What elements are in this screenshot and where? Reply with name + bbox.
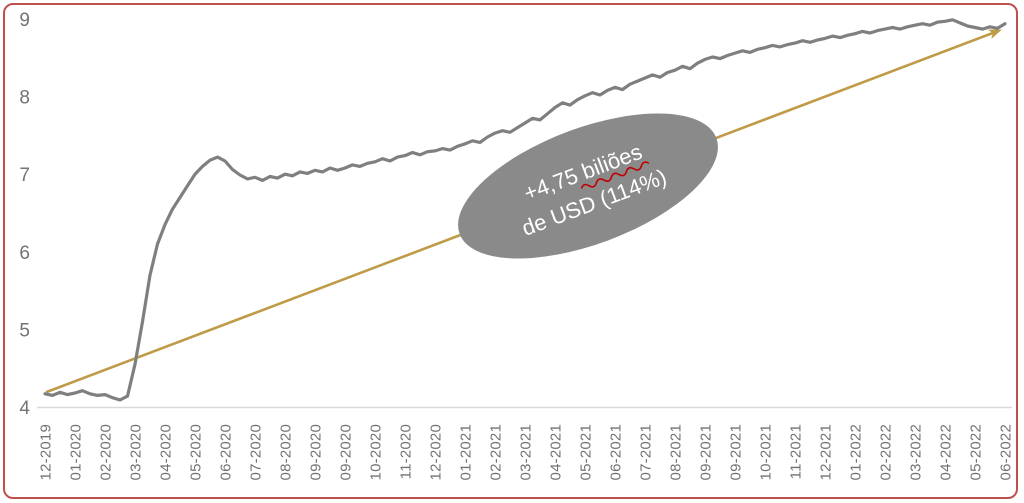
x-tick-label: 06-2020 bbox=[218, 424, 235, 480]
x-tick-label: 07-2020 bbox=[248, 424, 265, 480]
y-tick-label: 6 bbox=[19, 243, 30, 264]
x-tick-label: 11-2020 bbox=[398, 424, 415, 479]
x-tick-label: 05-2020 bbox=[188, 424, 205, 480]
x-tick-label: 07-2021 bbox=[638, 424, 655, 480]
x-tick-label: 04-2022 bbox=[938, 424, 955, 480]
y-tick-label: 8 bbox=[19, 88, 30, 109]
x-tick-label: 09-2020 bbox=[338, 424, 355, 480]
y-axis-labels: 9 8 7 6 5 4 bbox=[19, 10, 30, 419]
x-tick-label: 06-2022 bbox=[998, 424, 1015, 480]
data-line bbox=[43, 18, 1007, 402]
x-tick-label: 10-2020 bbox=[368, 424, 385, 480]
x-tick-label: 05-2021 bbox=[578, 424, 595, 480]
x-tick-label: 01-2021 bbox=[458, 424, 475, 480]
x-tick-label: 08-2020 bbox=[278, 424, 295, 480]
x-tick-label: 09-2021 bbox=[728, 424, 745, 480]
x-tick-label: 12-2019 bbox=[38, 424, 55, 480]
x-tick-label: 05-2022 bbox=[968, 424, 985, 480]
y-tick-label: 9 bbox=[19, 10, 30, 31]
x-tick-label: 02-2020 bbox=[98, 424, 115, 480]
x-tick-label: 09-2021 bbox=[698, 424, 715, 480]
x-tick-label: 01-2022 bbox=[848, 424, 865, 480]
spellcheck-wavy-underline bbox=[580, 161, 650, 189]
x-tick-label: 02-2021 bbox=[488, 424, 505, 480]
y-tick-label: 4 bbox=[19, 398, 30, 419]
x-tick-label: 08-2021 bbox=[668, 424, 685, 480]
x-tick-label: 09-2020 bbox=[308, 424, 325, 480]
x-tick-label: 03-2020 bbox=[128, 424, 145, 480]
x-tick-label: 11-2021 bbox=[788, 424, 805, 479]
x-tick-label: 04-2021 bbox=[548, 424, 565, 480]
annotation-group: +4,75 biliões de USD (114%) bbox=[458, 113, 718, 259]
x-tick-label: 01-2020 bbox=[68, 424, 85, 480]
x-tick-label: 03-2021 bbox=[518, 424, 535, 480]
x-tick-label: 03-2022 bbox=[908, 424, 925, 480]
x-tick-label: 12-2021 bbox=[818, 424, 835, 480]
x-axis-labels: 12-2019 01-2020 02-2020 03-2020 04-2020 05-20… bbox=[38, 424, 1015, 480]
x-tick-label: 06-2021 bbox=[608, 424, 625, 480]
x-tick-label: 04-2020 bbox=[158, 424, 175, 480]
x-tick-label: 12-2020 bbox=[428, 424, 445, 480]
y-tick-label: 7 bbox=[19, 165, 30, 186]
y-tick-label: 5 bbox=[19, 320, 30, 341]
x-tick-label: 02-2022 bbox=[878, 424, 895, 480]
x-tick-label: 10-2021 bbox=[758, 424, 775, 480]
